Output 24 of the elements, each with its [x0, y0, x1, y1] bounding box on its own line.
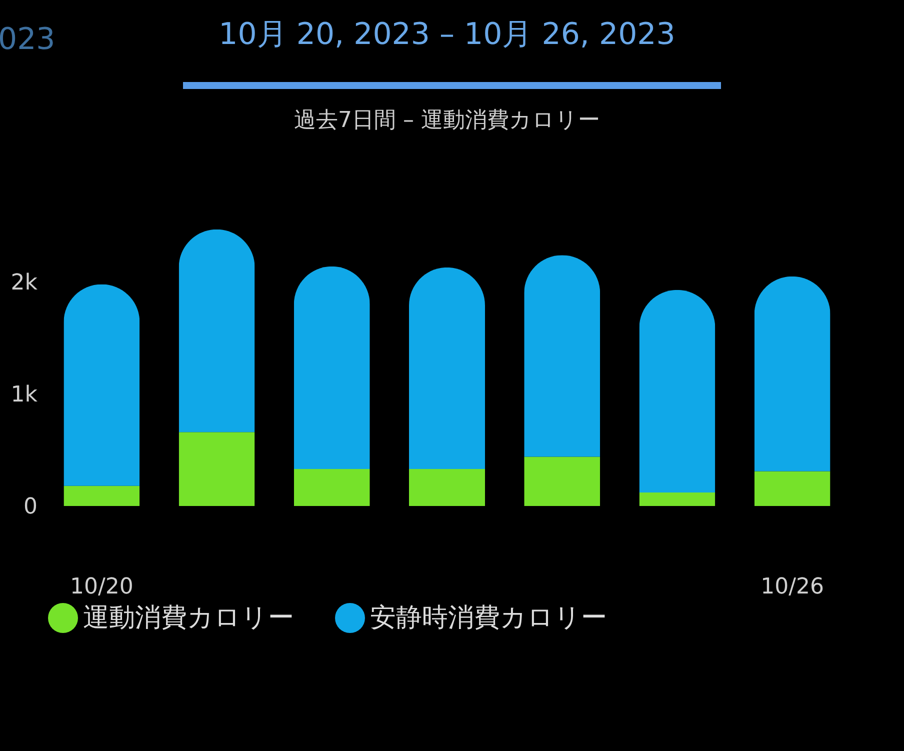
bar: [524, 255, 600, 457]
bar: [294, 469, 370, 506]
bar: [639, 290, 716, 493]
bar: [409, 267, 485, 470]
bar: [294, 266, 370, 470]
chart-title: 10月 20, 2023 – 10月 26, 2023: [218, 17, 676, 52]
bar: [178, 432, 255, 506]
x-tick-label: 10/26: [760, 574, 824, 600]
legend-label: 運動消費カロリー: [83, 603, 294, 633]
y-tick-label: 2k: [10, 270, 38, 296]
text: 023: [0, 22, 56, 57]
x-tick-label: 10/20: [70, 574, 134, 600]
bar: [178, 229, 255, 432]
bar: [64, 486, 140, 506]
bar: [754, 471, 830, 506]
bar: [64, 284, 140, 486]
chart-subtitle: 過去7日間 – 運動消費カロリー: [294, 108, 600, 133]
legend-label: 安静時消費カロリー: [370, 603, 607, 633]
y-tick-label: 1k: [10, 382, 38, 408]
bar: [639, 492, 716, 506]
bar: [409, 469, 485, 506]
y-tick-label: 0: [24, 494, 38, 520]
bar: [754, 276, 830, 472]
bar: [524, 456, 600, 506]
